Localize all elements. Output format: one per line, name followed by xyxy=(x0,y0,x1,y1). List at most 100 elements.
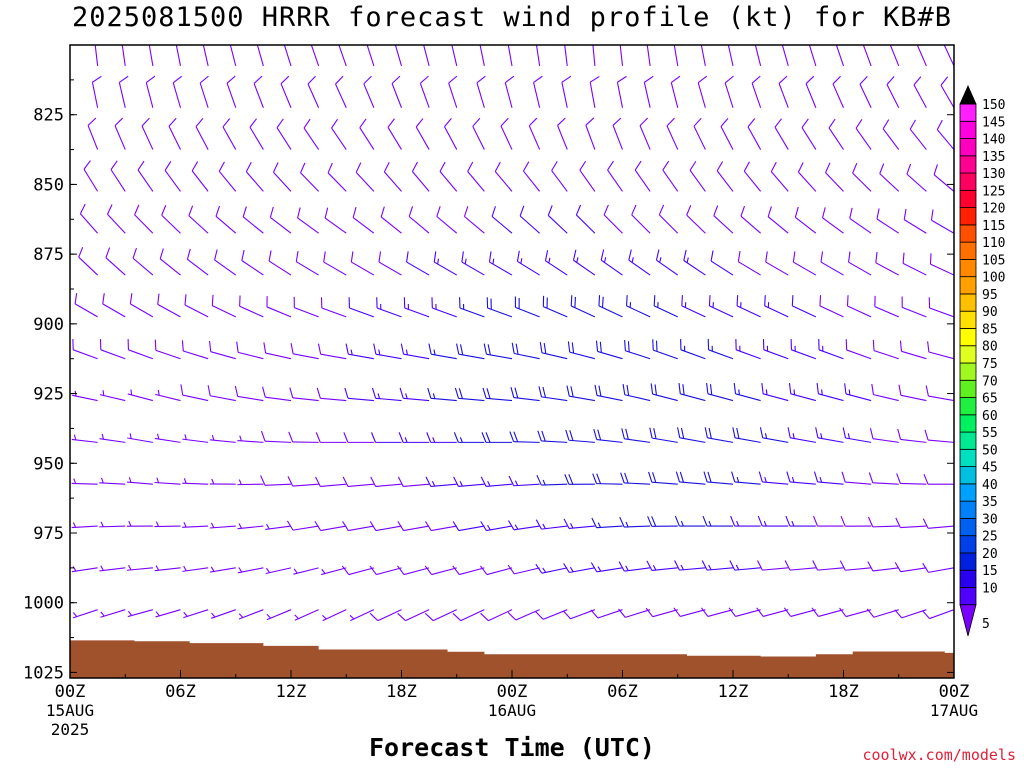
wind-barb xyxy=(634,160,651,192)
wind-barb xyxy=(909,119,927,150)
wind-barb xyxy=(373,343,402,360)
colorbar-swatch xyxy=(959,345,977,364)
wind-barb xyxy=(370,476,402,488)
wind-barb xyxy=(894,562,927,573)
wind-barb xyxy=(622,384,651,402)
wind-barb xyxy=(872,339,899,360)
wind-barb xyxy=(297,207,319,234)
y-tick: 975 xyxy=(33,524,954,544)
wind-barb xyxy=(757,560,789,571)
wind-barb xyxy=(728,607,761,617)
colorbar-swatch xyxy=(959,379,977,398)
wind-barb xyxy=(350,251,375,276)
colorbar-label: 25 xyxy=(982,530,998,545)
colorbar-swatch xyxy=(959,500,977,519)
wind-barb xyxy=(840,515,872,527)
x-tick-label: 18Z xyxy=(828,682,859,702)
wind-barb xyxy=(787,427,816,443)
wind-barb xyxy=(924,429,954,443)
x-tick-label: 00Z xyxy=(55,682,86,702)
wind-barb xyxy=(472,117,485,150)
colorbar-swatch xyxy=(959,448,977,468)
wind-barb xyxy=(743,161,762,192)
wind-barb xyxy=(71,522,98,529)
wind-barb xyxy=(127,339,154,360)
wind-barb xyxy=(236,341,264,360)
wind-barb xyxy=(260,475,292,486)
wind-barb xyxy=(479,565,513,576)
wind-barb xyxy=(406,251,430,276)
wind-barb xyxy=(127,433,153,443)
wind-barb xyxy=(114,117,126,150)
wind-barb xyxy=(855,119,872,150)
y-tick-label: 875 xyxy=(33,245,64,265)
wind-barb xyxy=(322,609,347,622)
wind-barb xyxy=(207,385,236,402)
wind-barb xyxy=(342,521,374,532)
x-axis-label: Forecast Time (UTC) xyxy=(369,733,655,762)
wind-barb xyxy=(570,295,596,318)
wind-barb xyxy=(516,250,540,276)
colorbar-label: 15 xyxy=(982,564,998,579)
wind-barb xyxy=(72,339,98,360)
wind-barb xyxy=(118,75,129,108)
wind-barb xyxy=(229,45,237,67)
wind-barb xyxy=(867,561,899,572)
wind-barb xyxy=(87,117,99,150)
colorbar: 5 10 15 20 25 30 35 40 45 50 55 60 65 70 75 80 85 90 95 100… xyxy=(959,85,1005,637)
wind-barb xyxy=(645,607,678,618)
wind-barb xyxy=(182,521,209,528)
wind-barb xyxy=(565,429,595,443)
wind-barb xyxy=(708,295,734,318)
wind-barb xyxy=(821,207,844,234)
wind-barb xyxy=(127,389,154,402)
wind-barb xyxy=(600,249,623,276)
wind-barb xyxy=(666,117,679,150)
wind-barb xyxy=(849,207,872,234)
wind-barb xyxy=(307,75,320,108)
colorbar-label: 85 xyxy=(982,322,998,337)
wind-barb xyxy=(811,607,844,617)
x-tick-year: 2025 xyxy=(51,720,90,739)
credit-text[interactable]: coolwx.com/models xyxy=(862,746,1016,764)
wind-barb xyxy=(380,206,402,234)
wind-barb xyxy=(195,118,209,150)
wind-barb xyxy=(241,249,264,276)
wind-barb xyxy=(310,45,320,67)
wind-barb xyxy=(71,478,98,485)
wind-barb xyxy=(564,45,568,66)
wind-barb xyxy=(253,75,264,108)
wind-barb xyxy=(678,383,706,402)
wind-barb xyxy=(479,45,485,67)
wind-barb xyxy=(674,560,706,571)
wind-barb xyxy=(675,471,706,485)
wind-barb xyxy=(593,429,623,443)
wind-barb xyxy=(126,477,153,485)
wind-barb xyxy=(770,161,789,192)
wind-barb xyxy=(211,609,236,619)
wind-barb xyxy=(537,430,568,443)
wind-barb xyxy=(214,249,237,276)
colorbar-swatch xyxy=(959,224,977,243)
colorbar-swatch xyxy=(959,414,977,433)
wind-barb xyxy=(110,160,126,192)
wind-barb xyxy=(781,45,789,67)
colorbar-swatch xyxy=(959,362,977,381)
wind-barb xyxy=(575,204,596,234)
wind-barb xyxy=(706,383,734,402)
wind-barb xyxy=(83,160,99,192)
wind-barb xyxy=(922,562,954,573)
wind-barb xyxy=(209,434,236,443)
wind-barb xyxy=(199,75,209,108)
colorbar-label: 110 xyxy=(982,236,1005,251)
colorbar-label: 80 xyxy=(982,340,998,355)
wind-barb xyxy=(293,296,319,318)
wind-barb xyxy=(563,518,595,529)
wind-barb xyxy=(673,45,679,67)
colorbar-swatch xyxy=(959,328,977,347)
wind-barb xyxy=(761,383,789,402)
wind-barb xyxy=(408,206,430,234)
wind-barb xyxy=(424,565,457,576)
colorbar-swatch xyxy=(959,293,977,312)
colorbar-label: 135 xyxy=(982,150,1005,165)
